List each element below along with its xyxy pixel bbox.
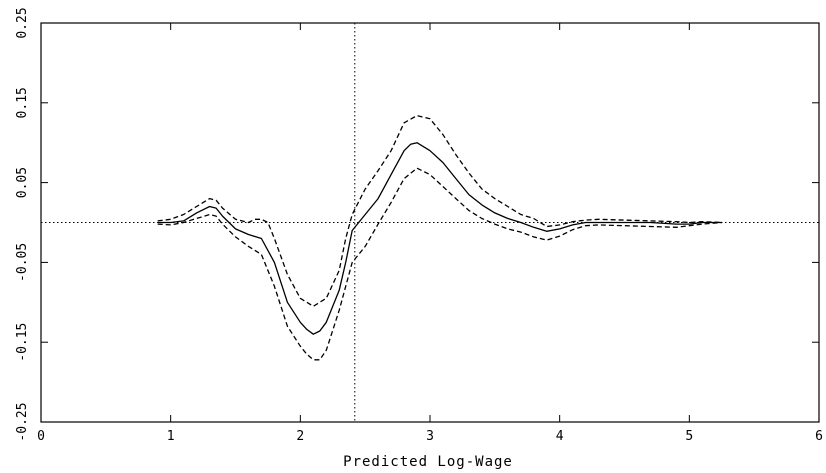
y-tick-label: -0.25 [15,402,30,441]
x-tick-label: 3 [426,429,434,444]
x-tick-label: 1 [167,429,175,444]
x-tick-label: 6 [815,429,823,444]
y-tick-label: 0.15 [15,87,30,118]
x-axis-title: Predicted Log-Wage [343,454,513,470]
x-tick-label: 2 [296,429,304,444]
y-tick-label: 0.25 [15,7,30,38]
lower-band-line [157,167,722,361]
y-tick-label: -0.05 [15,243,30,282]
y-tick-label: 0.05 [15,167,30,198]
y-tick-label: -0.15 [15,323,30,362]
x-tick-label: 4 [556,429,564,444]
x-tick-label: 0 [37,429,45,444]
upper-band-line [157,114,722,307]
x-tick-label: 5 [685,429,693,444]
estimate-line [157,142,722,335]
